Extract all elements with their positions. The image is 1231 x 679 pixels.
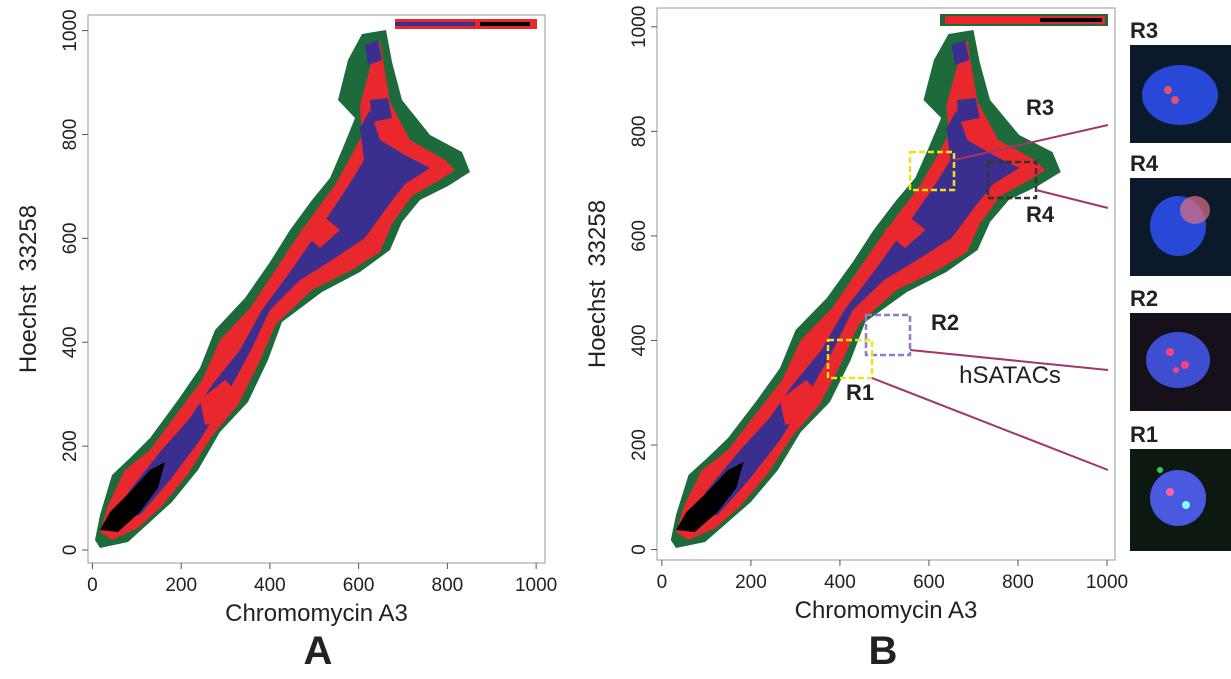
y-tick-label: 600 — [629, 220, 650, 252]
x-tick-label: 1000 — [515, 575, 557, 596]
plot-frame — [656, 7, 1116, 561]
x-tick-label: 800 — [1002, 572, 1034, 593]
arrow — [909, 349, 1109, 371]
region-box — [826, 338, 874, 380]
micrograph-label: R2 — [1130, 286, 1158, 311]
x-tick-label: 0 — [87, 575, 98, 596]
panel-b: 0 200 400 600 800 1000 0 200 400 600 800 1000 Chromo… — [584, 6, 1128, 673]
y-tick-label: 400 — [60, 326, 81, 358]
micrograph — [1130, 45, 1231, 143]
density-blob — [480, 22, 530, 26]
x-tick-label: 0 — [657, 572, 668, 593]
micrograph-label: R4 — [1130, 151, 1159, 176]
annotation: R1 — [846, 380, 874, 405]
x-axis-label: Chromomycin A3 — [795, 597, 978, 624]
arrow — [953, 124, 1109, 161]
x-tick-label: 600 — [343, 575, 375, 596]
x-tick-label: 200 — [735, 572, 767, 593]
annotation: R3 — [1026, 95, 1054, 120]
annotation: R4 — [1026, 202, 1055, 227]
x-tick-label: 400 — [824, 572, 856, 593]
y-tick-label: 1000 — [60, 9, 81, 51]
region-box — [986, 160, 1038, 200]
annotation: R2 — [931, 310, 959, 335]
x-tick-label: 200 — [165, 575, 197, 596]
x-tick-label: 1000 — [1086, 572, 1128, 593]
y-tick-label: 800 — [60, 119, 81, 151]
y-axis-label: Hoechst 33258 — [584, 200, 611, 368]
y-tick-label: 800 — [629, 116, 650, 148]
y-axis-label: Hoechst 33258 — [15, 205, 42, 373]
y-tick-label: 400 — [629, 325, 650, 357]
panel-a: 0 200 400 600 800 1000 0 200 400 600 800 1000 Chromo… — [15, 9, 557, 673]
micrograph — [1130, 178, 1231, 276]
x-axis-label: Chromomycin A3 — [225, 600, 408, 627]
panel-label: B — [869, 629, 898, 673]
region-box — [864, 313, 912, 357]
micrograph — [1130, 313, 1231, 411]
density-blob — [395, 22, 475, 26]
density-blob — [95, 30, 470, 548]
density-blob — [670, 30, 1061, 548]
density-blob — [1040, 18, 1102, 22]
y-tick-label: 0 — [629, 544, 650, 555]
panel-label: A — [304, 629, 333, 673]
x-tick-label: 600 — [913, 572, 945, 593]
x-tick-label: 400 — [254, 575, 286, 596]
region-box — [908, 150, 956, 192]
micrographs: R3 R4 R2 R1 — [1130, 18, 1231, 551]
y-tick-label: 1000 — [629, 6, 650, 48]
micrograph-label: R3 — [1130, 18, 1158, 43]
density-blob — [945, 16, 1105, 24]
annotation: hSATACs — [959, 362, 1061, 389]
micrograph-label: R1 — [1130, 422, 1158, 447]
x-tick-label: 800 — [432, 575, 464, 596]
y-tick-label: 0 — [60, 545, 81, 556]
plot-frame — [87, 14, 546, 564]
y-tick-label: 200 — [629, 429, 650, 461]
arrow — [1035, 189, 1109, 209]
y-tick-label: 600 — [60, 223, 81, 255]
y-tick-label: 200 — [60, 430, 81, 462]
micrograph — [1130, 449, 1231, 551]
arrow — [871, 377, 1109, 471]
